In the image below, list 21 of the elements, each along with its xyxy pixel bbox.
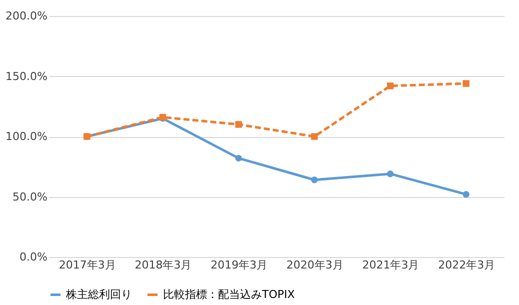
x-tick-label: 2017年3月 — [58, 258, 116, 272]
y-tick-label: 200.0% — [6, 10, 48, 22]
x-tick-label: 2022年3月 — [438, 258, 496, 272]
y-tick-label: 150.0% — [6, 70, 48, 83]
point — [311, 176, 318, 184]
legend-label: 株主総利回り — [65, 288, 132, 301]
legend-label: 比較指標：配当込みTOPIX — [163, 288, 296, 301]
point — [386, 170, 394, 178]
point — [235, 121, 242, 128]
point — [462, 80, 470, 87]
point — [235, 154, 242, 162]
point — [386, 82, 394, 90]
point — [311, 133, 318, 140]
x-tick-label: 2021年3月 — [362, 258, 420, 272]
y-tick-label: 50.0% — [12, 190, 48, 204]
x-tick-label: 2019年3月 — [210, 258, 268, 272]
y-tick-label: 100.0% — [6, 130, 48, 143]
point — [462, 190, 470, 198]
x-tick-label: 2018年3月 — [134, 258, 192, 272]
y-tick-label: 0.0% — [20, 250, 48, 264]
x-tick-label: 2020年3月 — [286, 258, 344, 272]
